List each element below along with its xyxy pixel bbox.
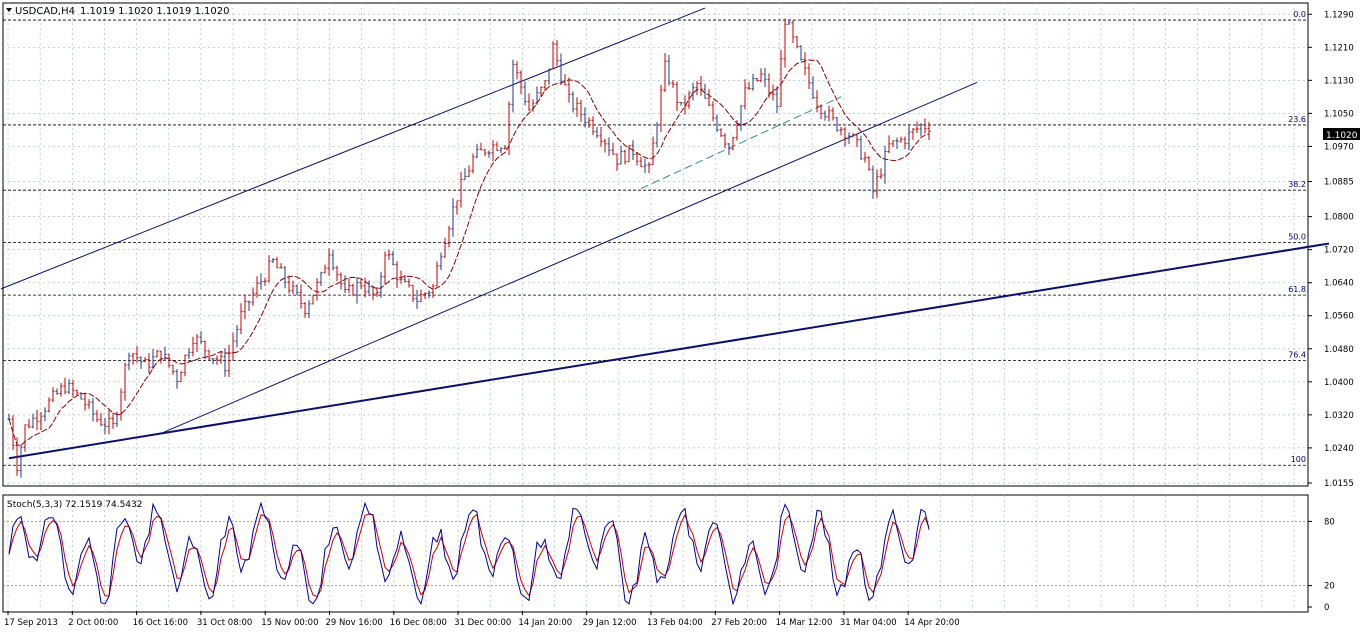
stochastic-lines <box>8 501 930 606</box>
current-price-value: 1.1020 <box>1326 131 1358 141</box>
time-tick-label: 16 Oct 16:00 <box>133 618 188 628</box>
price-tick-label: 1.0400 <box>1324 378 1354 388</box>
fib-level-label: 38.2 <box>1288 180 1306 189</box>
time-tick-label: 13 Feb 04:00 <box>647 618 703 628</box>
fib-level-label: 61.8 <box>1288 285 1306 294</box>
candlestick-series <box>7 18 931 478</box>
trendlines[interactable] <box>0 7 1330 460</box>
chart-menu-triangle-icon[interactable] <box>6 8 12 12</box>
price-tick-label: 1.1290 <box>1324 10 1354 20</box>
time-tick-label: 14 Jan 20:00 <box>518 618 572 628</box>
time-tick-label: 31 Oct 08:00 <box>197 618 252 628</box>
stochastic-tick-label: 0 <box>1324 603 1329 613</box>
time-tick-label: 14 Apr 20:00 <box>904 618 959 628</box>
stochastic-grid <box>3 495 1308 612</box>
time-tick-label: 14 Mar 12:00 <box>776 618 833 628</box>
time-tick-label: 16 Dec 08:00 <box>390 618 447 628</box>
fib-level-label: 76.4 <box>1288 350 1306 359</box>
price-tick-label: 1.0560 <box>1324 312 1354 322</box>
moving-average <box>8 59 930 447</box>
moving-average-line <box>8 59 930 447</box>
ohlc-values: 1.1019 1.1020 1.1019 1.1020 <box>80 6 230 17</box>
time-tick-label: 15 Nov 00:00 <box>261 618 318 628</box>
time-tick-label: 27 Feb 20:00 <box>711 618 767 628</box>
symbol-label: USDCAD,H4 <box>15 6 75 17</box>
fib-level-label: 50.0 <box>1288 233 1306 242</box>
price-tick-label: 1.0970 <box>1324 142 1354 152</box>
stochastic-tick-label: 80 <box>1324 517 1335 527</box>
price-tick-label: 1.0885 <box>1324 178 1354 188</box>
current-price-badge <box>1323 128 1360 140</box>
price-tick-label: 1.0240 <box>1324 444 1354 454</box>
price-tick-label: 1.0155 <box>1324 479 1354 489</box>
time-tick-label: 31 Dec 00:00 <box>454 618 511 628</box>
long-term-trendline[interactable] <box>8 242 1330 460</box>
dashed-support-line[interactable] <box>640 96 842 189</box>
stochastic-main-line <box>8 501 930 606</box>
main-panel[interactable] <box>2 2 1309 487</box>
price-axis[interactable]: 1.1290 1.1210 1.1130 1.1050 1.0970 1.0885 1.08… <box>1308 10 1354 489</box>
time-tick-label: 31 Mar 04:00 <box>840 618 897 628</box>
channel-upper-line[interactable] <box>0 7 706 290</box>
time-tick-label: 17 Sep 2013 <box>4 618 58 628</box>
channel-lower-line[interactable] <box>160 81 978 434</box>
fib-level-label: 23.6 <box>1288 115 1306 124</box>
time-axis[interactable]: 17 Sep 2013 2 Oct 00:00 16 Oct 16:00 31 Oct… <box>4 611 960 628</box>
time-tick-label: 2 Oct 00:00 <box>68 618 118 628</box>
stochastic-label: Stoch(5,3,3) 72.1519 74.5432 <box>7 500 142 510</box>
price-tick-label: 1.0480 <box>1324 345 1354 355</box>
fibonacci-levels: 0.0 23.6 38.2 50.0 61.8 76.4 100 <box>3 10 1308 466</box>
price-tick-label: 1.1210 <box>1324 43 1354 53</box>
stochastic-tick-label: 20 <box>1324 582 1335 592</box>
main-grid <box>3 3 1308 486</box>
price-tick-label: 1.1130 <box>1324 76 1354 86</box>
price-tick-label: 1.1050 <box>1324 109 1354 119</box>
price-tick-label: 1.0320 <box>1324 411 1354 421</box>
price-tick-label: 1.0640 <box>1324 279 1354 289</box>
stochastic-signal-line <box>8 513 930 598</box>
stochastic-axis: 80 20 0 <box>1308 517 1335 613</box>
stochastic-panel[interactable] <box>2 494 1309 613</box>
fib-level-label: 100 <box>1291 455 1306 464</box>
price-tick-label: 1.0720 <box>1324 246 1354 256</box>
time-tick-label: 29 Jan 12:00 <box>583 618 637 628</box>
time-tick-label: 29 Nov 16:00 <box>326 618 383 628</box>
fib-level-label: 0.0 <box>1293 10 1306 19</box>
price-tick-label: 1.0800 <box>1324 213 1354 223</box>
